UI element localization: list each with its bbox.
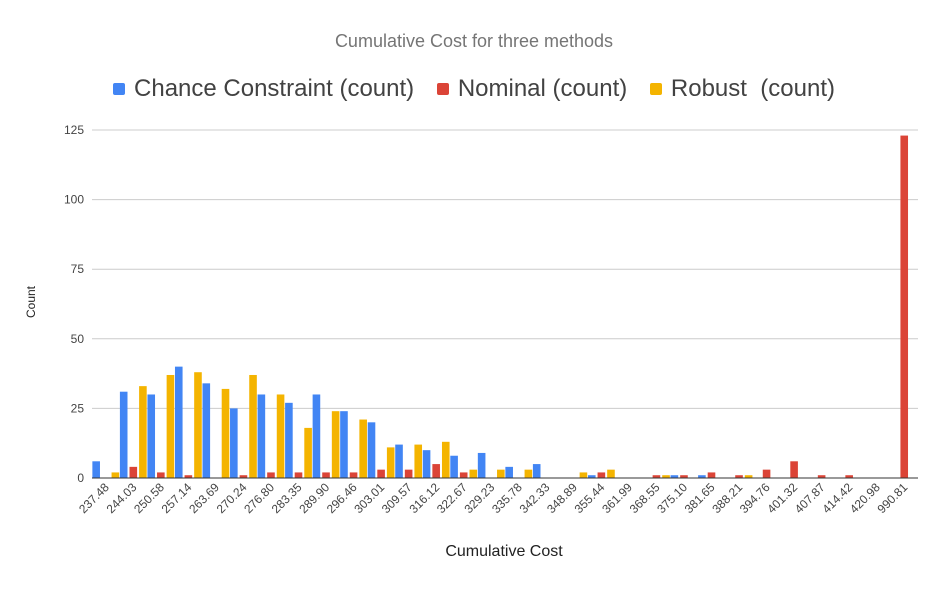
bar-nominal: [377, 469, 385, 478]
bar-nominal: [459, 472, 468, 478]
bar-nominal: [762, 469, 771, 478]
bar-robust: [662, 475, 670, 478]
bar-robust: [221, 388, 230, 478]
bar-chance-constraint: [257, 394, 266, 478]
legend: Chance Constraint (count) Nominal (count…: [0, 74, 948, 103]
y-tick-label: 50: [71, 332, 85, 346]
bar-nominal: [404, 469, 413, 478]
legend-swatch-robust: [649, 83, 662, 95]
bar-chance-constraint: [230, 408, 238, 478]
bar-chance-constraint: [174, 366, 183, 478]
legend-swatch-chance-constraint: [113, 83, 126, 95]
bar-chance-constraint: [698, 475, 706, 478]
bar-nominal: [129, 466, 138, 478]
legend-item-robust[interactable]: Robust (count): [649, 75, 835, 103]
bar-chance-constraint: [477, 452, 486, 478]
bar-robust: [276, 394, 285, 478]
bar-chance-constraint: [395, 444, 403, 478]
bar-robust: [359, 419, 367, 478]
legend-label-nominal: Nominal (count): [457, 75, 628, 102]
bar-robust: [111, 472, 120, 478]
bar-nominal: [239, 475, 248, 478]
bar-chance-constraint: [505, 466, 513, 478]
bar-nominal: [432, 464, 440, 478]
bar-robust: [304, 427, 312, 478]
bar-nominal: [349, 472, 358, 478]
bar-nominal: [597, 472, 606, 478]
bar-robust: [524, 469, 533, 478]
bar-chance-constraint: [587, 475, 596, 478]
bar-robust: [414, 444, 423, 478]
y-tick-label: 25: [71, 401, 85, 415]
legend-item-nominal[interactable]: Nominal (count): [436, 75, 628, 103]
bar-robust: [744, 475, 753, 478]
bar-chance-constraint: [532, 464, 541, 478]
bar-chance-constraint: [92, 461, 100, 478]
bar-robust: [139, 386, 147, 478]
bar-chance-constraint: [312, 394, 321, 478]
bar-chance-constraint: [119, 391, 128, 478]
x-tick-label: 990.81: [875, 480, 911, 516]
bar-nominal: [322, 472, 330, 478]
bar-nominal: [652, 475, 661, 478]
bar-nominal: [294, 472, 303, 478]
legend-item-chance-constraint[interactable]: Chance Constraint (count): [113, 75, 414, 103]
chart-title: Cumulative Cost for three methods: [334, 31, 614, 51]
bar-chance-constraint: [367, 422, 376, 478]
bar-robust: [497, 469, 505, 478]
y-tick-label: 0: [77, 471, 84, 485]
bar-chance-constraint: [670, 475, 679, 478]
bar-nominal: [900, 135, 909, 478]
bar-robust: [331, 411, 340, 478]
bar-robust: [579, 472, 588, 478]
legend-label-chance-constraint: Chance Constraint (count): [134, 75, 415, 102]
x-axis-label: Cumulative Cost: [445, 543, 563, 560]
bar-robust: [249, 374, 257, 478]
bar-robust: [386, 447, 395, 478]
bar-nominal: [845, 475, 853, 478]
y-tick-label: 100: [64, 193, 84, 207]
bar-robust: [441, 441, 450, 478]
bar-nominal: [157, 472, 165, 478]
bar-chance-constraint: [285, 402, 293, 478]
legend-swatch-nominal: [436, 83, 449, 95]
bar-nominal: [680, 475, 688, 478]
bar-chance-constraint: [147, 394, 156, 478]
bar-chance-constraint: [340, 411, 348, 478]
y-tick-label: 125: [64, 123, 84, 137]
y-tick-label: 75: [71, 262, 85, 276]
bar-nominal: [817, 475, 826, 478]
bar-nominal: [735, 475, 743, 478]
bar-nominal: [267, 472, 275, 478]
bar-chance-constraint: [450, 455, 458, 478]
bar-nominal: [790, 461, 798, 478]
bar-robust: [469, 469, 478, 478]
legend-label-robust: Robust (count): [670, 75, 835, 102]
bar-robust: [194, 372, 202, 478]
bar-nominal: [184, 475, 193, 478]
bar-chance-constraint: [422, 450, 431, 478]
bar-nominal: [707, 472, 716, 478]
bar-robust: [607, 469, 615, 478]
bar-robust: [166, 374, 175, 478]
bar-chance-constraint: [202, 383, 211, 478]
